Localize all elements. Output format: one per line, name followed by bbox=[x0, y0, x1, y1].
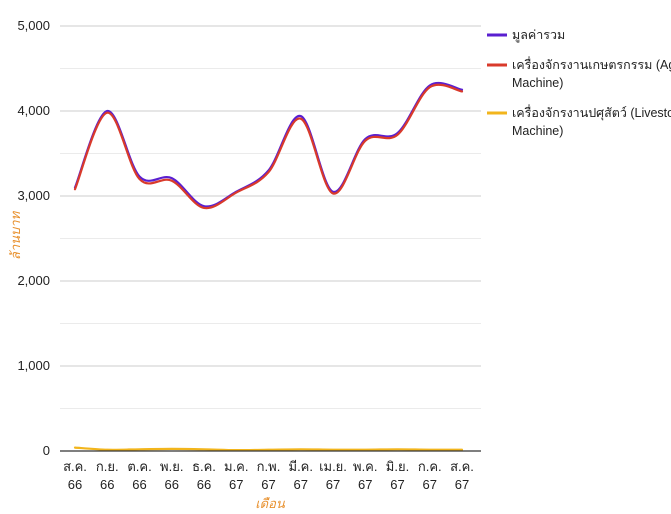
x-tick-year: 67 bbox=[261, 477, 275, 492]
x-tick-year: 67 bbox=[229, 477, 243, 492]
y-tick-label: 4,000 bbox=[17, 103, 50, 118]
x-tick-label: ธ.ค. 66 bbox=[192, 459, 216, 492]
x-tick-label: พ.ค. 67 bbox=[353, 459, 378, 492]
x-tick-month: ก.ค. bbox=[418, 459, 442, 474]
x-tick-year: 67 bbox=[455, 477, 469, 492]
x-tick-label: ต.ค. 66 bbox=[127, 459, 151, 492]
x-tick-year: 66 bbox=[165, 477, 179, 492]
legend-label-3: เครื่องจักรงานปศุสัตว์ (Livestock Machine… bbox=[512, 104, 671, 138]
x-tick-year: 66 bbox=[132, 477, 146, 492]
x-tick-label: ก.พ. 67 bbox=[257, 459, 281, 492]
x-tick-month: ส.ค. bbox=[450, 459, 474, 474]
x-tick-label: ส.ค. 66 bbox=[63, 459, 87, 492]
x-tick-year: 67 bbox=[423, 477, 437, 492]
x-axis-title: เดือน bbox=[255, 497, 286, 512]
legend-label-1: มูลค่ารวม bbox=[512, 28, 565, 43]
y-tick-label: 3,000 bbox=[17, 188, 50, 203]
x-tick-label: ก.ย. 66 bbox=[96, 459, 119, 492]
x-tick-month: มี.ค. bbox=[289, 459, 314, 474]
legend-label-line: Machine) bbox=[512, 124, 563, 138]
y-tick-label: 0 bbox=[43, 443, 50, 458]
legend-label-line: Machine) bbox=[512, 76, 563, 90]
legend-label-2: เครื่องจักรงานเกษตรกรรม (Agricultural Mac… bbox=[512, 56, 671, 90]
y-tick-label: 1,000 bbox=[17, 358, 50, 373]
x-tick-month: พ.ค. bbox=[353, 459, 378, 474]
series-line-2 bbox=[73, 83, 464, 210]
x-tick-year: 67 bbox=[358, 477, 372, 492]
x-tick-month: พ.ย. bbox=[160, 459, 183, 474]
series-lines bbox=[73, 81, 464, 452]
x-tick-month: ก.ย. bbox=[96, 459, 119, 474]
y-tick-label: 2,000 bbox=[17, 273, 50, 288]
x-tick-month: ม.ค. bbox=[224, 459, 249, 474]
x-tick-year: 66 bbox=[197, 477, 211, 492]
x-tick-year: 66 bbox=[68, 477, 82, 492]
y-axis-title: ล้านบาท bbox=[9, 210, 24, 260]
y-tick-label: 5,000 bbox=[17, 18, 50, 33]
series-line-1 bbox=[73, 81, 464, 208]
gridlines bbox=[60, 25, 481, 409]
x-tick-label: พ.ย. 66 bbox=[160, 459, 183, 492]
y-axis-ticks: 0 1,000 2,000 3,000 4,000 5,000 bbox=[17, 18, 50, 458]
x-tick-year: 67 bbox=[390, 477, 404, 492]
x-tick-label: มิ.ย. 67 bbox=[386, 459, 409, 492]
x-tick-year: 67 bbox=[294, 477, 308, 492]
x-tick-month: มิ.ย. bbox=[386, 459, 409, 474]
x-tick-year: 67 bbox=[326, 477, 340, 492]
legend-label-line: เครื่องจักรงานเกษตรกรรม (Agricultural bbox=[512, 56, 671, 72]
x-tick-month: ต.ค. bbox=[127, 459, 151, 474]
legend-label-line: มูลค่ารวม bbox=[512, 28, 565, 43]
x-axis-ticks: ส.ค. 66ก.ย. 66ต.ค. 66พ.ย. 66ธ.ค. 66ม.ค. 67ก.พ.… bbox=[63, 459, 474, 492]
x-tick-label: ส.ค. 67 bbox=[450, 459, 474, 492]
x-tick-label: ก.ค. 67 bbox=[418, 459, 442, 492]
x-tick-label: มี.ค. 67 bbox=[289, 459, 314, 492]
series-line-3 bbox=[73, 446, 464, 452]
x-tick-month: เม.ย. bbox=[319, 459, 347, 474]
x-tick-month: ส.ค. bbox=[63, 459, 87, 474]
x-tick-label: ม.ค. 67 bbox=[224, 459, 249, 492]
x-tick-label: เม.ย. 67 bbox=[319, 459, 347, 492]
legend-label-line: เครื่องจักรงานปศุสัตว์ (Livestock bbox=[512, 104, 671, 121]
x-tick-month: ก.พ. bbox=[257, 459, 281, 474]
x-tick-month: ธ.ค. bbox=[192, 459, 216, 474]
x-tick-year: 66 bbox=[100, 477, 114, 492]
